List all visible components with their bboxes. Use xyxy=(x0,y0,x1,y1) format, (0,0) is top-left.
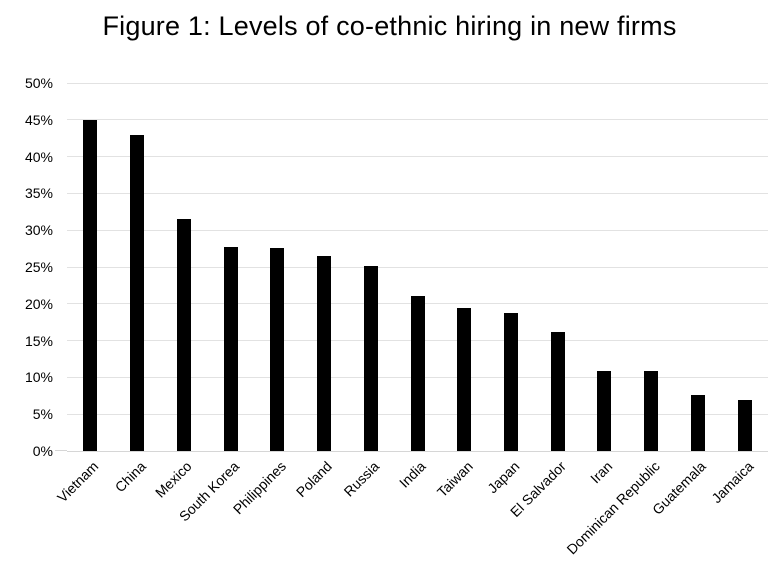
bar xyxy=(317,255,332,451)
bar xyxy=(270,247,285,451)
x-tick-label: India xyxy=(396,458,429,491)
plot-area xyxy=(67,82,768,452)
y-tick-label: 40% xyxy=(24,148,53,165)
x-tick-label: Taiwan xyxy=(433,458,476,501)
chart-title: Figure 1: Levels of co-ethnic hiring in … xyxy=(102,11,677,41)
gridline xyxy=(67,119,768,121)
y-tick-label: 50% xyxy=(24,75,53,91)
x-tick-label: Mexico xyxy=(152,458,196,501)
bar xyxy=(503,313,518,451)
y-tick-label: 25% xyxy=(24,259,53,275)
bar xyxy=(690,395,705,451)
y-tick-label: 45% xyxy=(24,111,53,128)
gridline xyxy=(67,266,768,268)
y-tick-label: 10% xyxy=(24,369,53,386)
y-tick-label: 0% xyxy=(32,443,53,459)
bar xyxy=(176,219,191,451)
x-tick-label: Dominican Republic xyxy=(563,458,663,558)
bar xyxy=(83,119,98,451)
x-axis-line xyxy=(67,450,768,452)
bar xyxy=(223,247,238,451)
bar xyxy=(363,265,378,451)
gridline xyxy=(67,192,768,194)
x-tick-label: Russia xyxy=(340,458,383,500)
bar xyxy=(644,370,659,451)
y-tick-label: 5% xyxy=(32,406,53,423)
bar xyxy=(737,400,752,451)
bar xyxy=(597,370,612,451)
bar xyxy=(410,296,425,451)
bar xyxy=(457,308,472,451)
x-tick-label: Iran xyxy=(587,458,616,487)
x-tick-label: Japan xyxy=(483,458,523,497)
gridline xyxy=(67,156,768,158)
y-tick-label: 35% xyxy=(24,185,53,202)
y-tick-label: 30% xyxy=(24,222,53,239)
x-tick-label: Vietnam xyxy=(54,458,102,506)
y-axis: 0% 5% 10% 15% 20% 25% 30% 35% 40% 45% 50% xyxy=(0,75,55,459)
x-axis: Vietnam China Mexico South Korea Philippines… xyxy=(54,451,768,586)
x-tick-label: China xyxy=(111,458,149,496)
bar xyxy=(130,134,145,451)
y-tick-label: 15% xyxy=(24,332,53,349)
gridline xyxy=(67,229,768,231)
x-tick-label: Jamaica xyxy=(707,458,756,507)
y-tick-label: 20% xyxy=(24,295,53,312)
gridline xyxy=(67,82,768,84)
zero-tick-mark xyxy=(55,450,67,451)
bar xyxy=(550,331,565,451)
x-tick-label: Poland xyxy=(293,458,336,501)
